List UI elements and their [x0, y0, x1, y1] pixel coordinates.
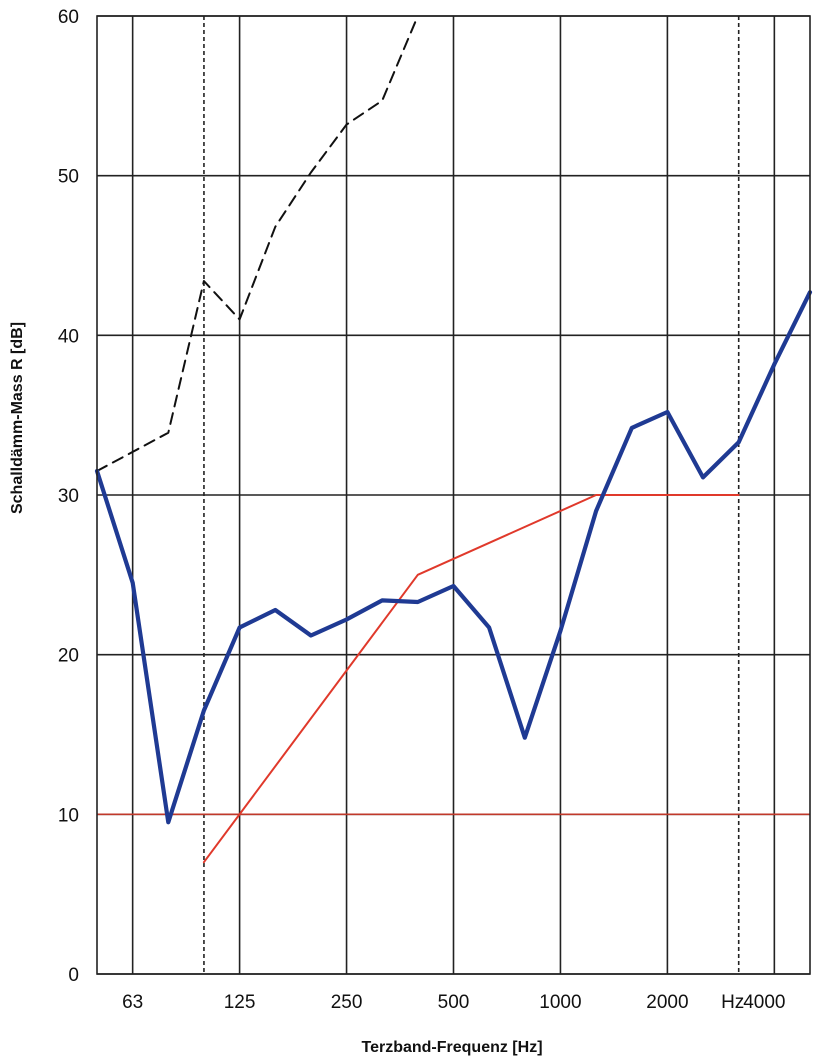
series-layer	[94, 15, 813, 864]
x-tick-label: 500	[438, 992, 470, 1013]
x-axis-title: Terzband-Frequenz [Hz]	[361, 1039, 542, 1056]
x-tick-label: 2000	[646, 992, 688, 1013]
x-tick-label: 125	[224, 992, 256, 1013]
y-tick-label: 0	[68, 965, 79, 986]
y-axis-title: Schalldämm-Mass R [dB]	[9, 322, 26, 514]
y-tick-label: 20	[58, 646, 79, 667]
x-tick-label: 1000	[539, 992, 581, 1013]
y-tick-label: 10	[58, 805, 79, 826]
y-tick-label: 40	[58, 326, 79, 347]
series-line-dashed	[96, 15, 419, 472]
plot-frame	[96, 15, 811, 975]
y-tick-label: 50	[58, 167, 79, 188]
x-tick-label: 63	[122, 992, 143, 1013]
series-line-solid-thick	[94, 290, 813, 825]
series-line-solid-thin	[202, 494, 740, 864]
y-tick-labels: 0 10 20 30 40 50 60	[58, 7, 79, 986]
x-tick-label: 4000	[743, 992, 785, 1013]
y-tick-label: 30	[58, 486, 79, 507]
y-tick-label: 60	[58, 7, 79, 28]
x-tick-label: 250	[331, 992, 363, 1013]
plot-border	[96, 15, 811, 975]
x-tick-label: Hz	[721, 992, 744, 1013]
